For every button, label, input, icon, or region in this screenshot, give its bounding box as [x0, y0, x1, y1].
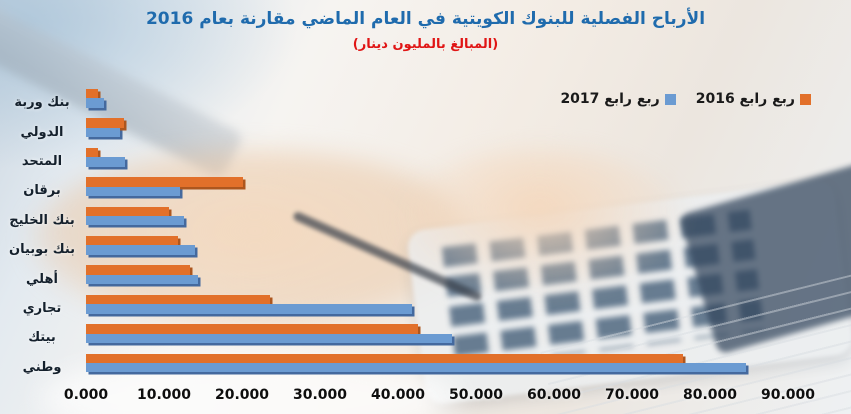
chart-row [86, 323, 788, 352]
chart-row [86, 264, 788, 293]
chart-row [86, 294, 788, 323]
legend: ربع رابع 2016 ربع رابع 2017 [560, 91, 811, 107]
x-tick-label: 70.000 [604, 387, 660, 403]
chart-bar-series0 [86, 353, 683, 363]
x-tick-label: 90.000 [760, 387, 816, 403]
chart-bar-series0 [86, 206, 170, 216]
chart-bar-series1 [86, 274, 198, 285]
legend-label: ربع رابع 2016 [695, 91, 795, 107]
x-tick-label: 80.000 [682, 387, 737, 403]
x-tick-label: 0.000 [63, 387, 109, 403]
category-label: بنك بوبيان [9, 242, 76, 258]
category-label: تجاري [22, 300, 62, 316]
chart-row [86, 235, 788, 264]
x-tick-label: 30.000 [292, 387, 348, 403]
plot-area [86, 88, 788, 382]
chart-row [86, 88, 788, 117]
x-tick-label: 10.000 [136, 387, 191, 403]
category-label: المتحد [21, 153, 63, 169]
chart-row [86, 117, 788, 146]
category-label: بيتك [28, 330, 56, 346]
chart-bar-series1 [86, 186, 181, 196]
chart-bar-series1 [86, 333, 452, 343]
chart-bar-series0 [86, 147, 99, 158]
chart-row [86, 206, 788, 235]
chart-bar-series0 [86, 89, 98, 99]
x-tick-label: 50.000 [448, 387, 504, 403]
chart-bar-series0 [86, 118, 125, 128]
category-axis: بنك وربة الدولي المتحد برقان بنك الخليج بنك ب… [0, 88, 84, 382]
chart-row [86, 147, 788, 176]
chart-bar-series1 [86, 127, 121, 138]
chart-row [86, 176, 788, 205]
x-tick-label: 40.000 [370, 387, 425, 403]
chart-bar-series1 [86, 362, 746, 373]
chart-bar-series1 [86, 215, 184, 226]
category-label: بنك الخليج [9, 212, 75, 228]
chart-subtitle: (المبالغ بالمليون دينار) [352, 37, 499, 52]
chart-bar-series0 [86, 324, 419, 334]
x-tick-label: 60.000 [526, 387, 582, 403]
chart-bar-series1 [86, 304, 413, 314]
legend-swatch [664, 93, 676, 105]
legend-item-0: ربع رابع 2016 [696, 91, 811, 107]
chart-bar-series0 [86, 235, 179, 246]
chart-bar-series0 [86, 177, 243, 187]
chart-row [86, 353, 788, 382]
legend-swatch [800, 93, 811, 105]
chart-bar-series1 [86, 98, 104, 108]
chart-bar-series1 [86, 245, 196, 255]
chart-title: الأرباح الفصلية للبنوك الكويتية في العام… [145, 9, 706, 29]
x-axis: 0.000 10.000 20.000 30.000 40.000 50.000 60.00… [64, 387, 815, 409]
category-label: برقان [23, 183, 61, 199]
legend-label: ربع رابع 2017 [560, 91, 660, 107]
category-label: أهلي [26, 271, 58, 287]
chart-bar-series1 [86, 157, 125, 167]
category-label: بنك وربة [14, 95, 70, 111]
category-label: وطني [22, 359, 62, 375]
chart-bar-series0 [86, 265, 190, 275]
legend-item-1: ربع رابع 2017 [560, 91, 676, 107]
category-label: الدولي [20, 124, 64, 140]
chart-bar-series0 [86, 294, 271, 305]
x-tick-label: 20.000 [214, 387, 269, 403]
